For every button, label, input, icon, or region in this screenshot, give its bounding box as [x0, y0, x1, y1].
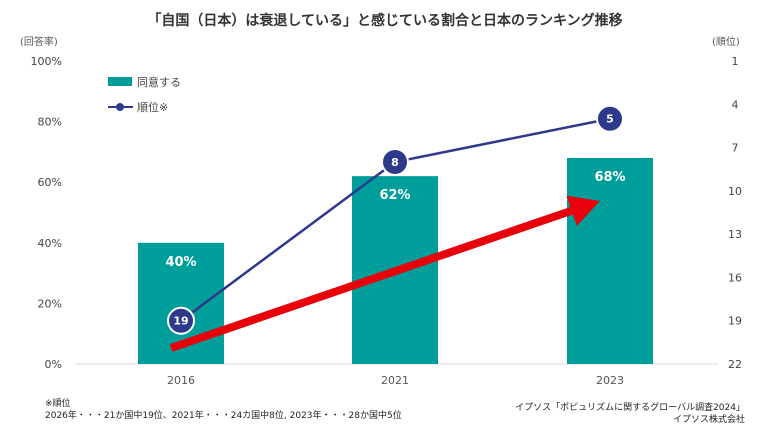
legend-bar-swatch	[108, 77, 132, 86]
footnote-text: 2026年・・・21か国中19位、2021年・・・24カ国中8位, 2023年・…	[45, 411, 402, 421]
source-line-1: イプソス「ポピュリズムに関するグローバル調査2024」	[515, 403, 745, 413]
right-tick-label: 4	[732, 98, 739, 111]
bar	[567, 157, 653, 364]
rank-point	[596, 104, 624, 133]
rank-label: 5	[606, 113, 614, 126]
bar-value-label: 62%	[379, 188, 410, 203]
rank-label: 8	[391, 156, 399, 169]
left-tick-label: 0%	[45, 358, 62, 371]
legend-line-label: 順位※	[137, 100, 168, 114]
footnote: ※順位 2026年・・・21か国中19位、2021年・・・24カ国中8位, 20…	[45, 398, 402, 422]
source-credit: イプソス「ポピュリズムに関するグローバル調査2024」 イプソス株式会社	[515, 402, 745, 426]
x-tick-label: 2023	[596, 374, 624, 387]
chart-title: 「自国（日本）は衰退している」と感じている割合と日本のランキング推移	[147, 13, 623, 29]
rank-point	[381, 148, 409, 176]
x-tick-label: 2016	[167, 374, 195, 387]
legend-line-marker	[116, 103, 124, 111]
left-tick-label: 20%	[38, 297, 62, 310]
footnote-title: ※順位	[45, 399, 71, 409]
trend-arrow-head	[566, 195, 600, 226]
legend-bar-label: 同意する	[137, 75, 181, 89]
right-tick-label: 22	[728, 358, 742, 371]
right-tick-label: 1	[732, 55, 739, 68]
bar-value-label: 40%	[165, 255, 196, 270]
rank-label: 19	[173, 315, 188, 328]
right-tick-label: 13	[728, 228, 742, 241]
right-axis-unit: (順位)	[712, 37, 740, 48]
source-line-2: イプソス株式会社	[672, 415, 745, 425]
x-tick-label: 2021	[381, 374, 409, 387]
right-tick-label: 19	[728, 315, 742, 328]
left-axis-unit: (回答率)	[20, 37, 58, 48]
left-tick-label: 100%	[31, 55, 62, 68]
right-tick-label: 7	[732, 142, 739, 155]
trend-arrow-shaft	[169, 206, 573, 352]
right-tick-label: 16	[728, 271, 742, 284]
left-tick-label: 60%	[38, 176, 62, 189]
left-tick-label: 80%	[38, 116, 62, 129]
rank-point	[167, 306, 195, 335]
right-tick-label: 10	[728, 185, 742, 198]
left-tick-label: 40%	[38, 237, 62, 250]
bar-value-label: 68%	[594, 170, 625, 185]
